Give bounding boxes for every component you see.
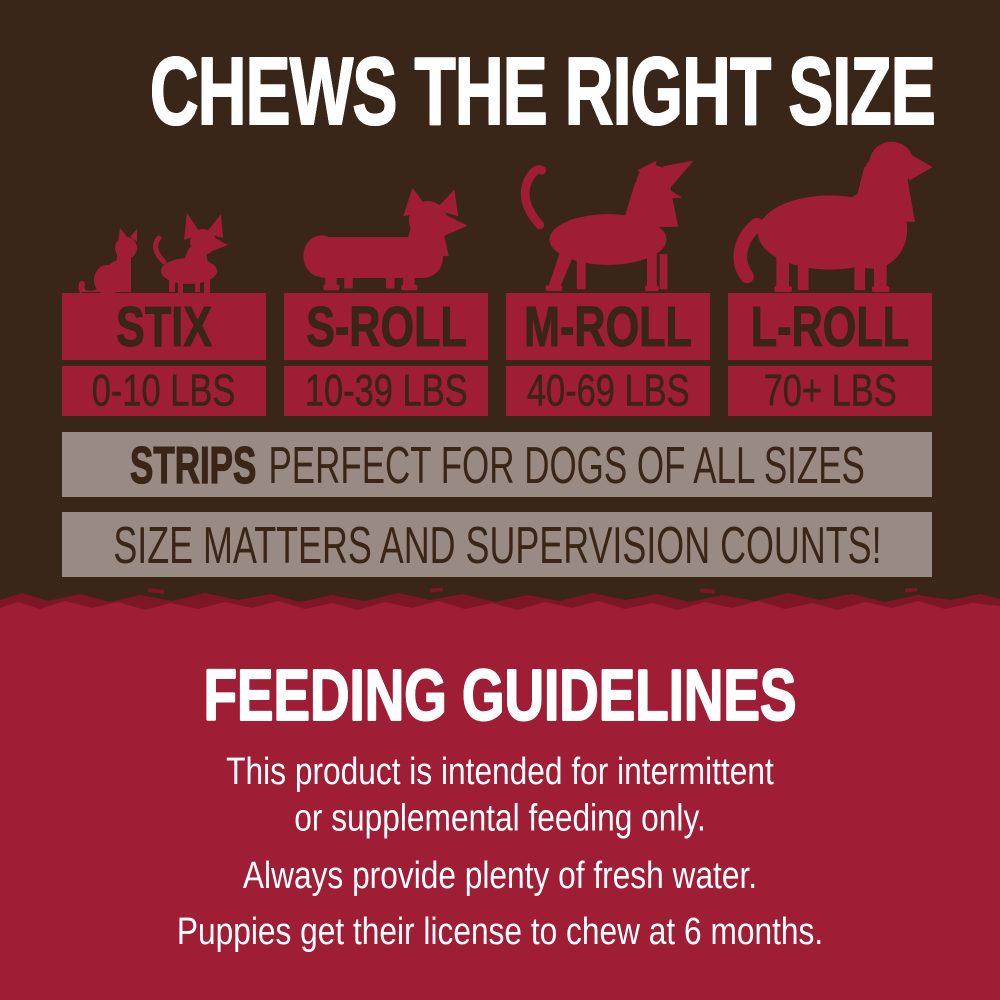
weight-range-box: 70+ LBS — [728, 366, 932, 416]
product-name-box: S-ROLL — [284, 293, 488, 360]
weight-range-label: 40-69 LBS — [526, 365, 690, 416]
weight-range-label: 0-10 LBS — [92, 365, 236, 416]
size-column-l-roll: L-ROLL 70+ LBS — [728, 0, 933, 620]
supervision-note-label: SIZE MATTERS AND SUPERVISION COUNTS! — [112, 515, 882, 574]
feeding-note-intermittent: This product is intended for intermitten… — [60, 748, 940, 841]
product-name-box: L-ROLL — [728, 293, 932, 360]
size-column-stix: STIX 0-10 LBS — [62, 0, 266, 620]
product-name-box: STIX — [62, 293, 266, 360]
product-name-label: L-ROLL — [750, 294, 910, 358]
strips-product-label: STRIPS — [129, 435, 256, 494]
corgi-icon — [303, 187, 468, 291]
large-dog-icon — [733, 141, 933, 293]
feeding-note-line: This product is intended for intermitten… — [226, 749, 774, 793]
supervision-note-bar: SIZE MATTERS AND SUPERVISION COUNTS! — [62, 512, 932, 577]
size-column-m-roll: M-ROLL 40-69 LBS — [506, 0, 710, 620]
cat-and-chihuahua-icon — [78, 213, 228, 295]
strips-bar-text: STRIPS PERFECT FOR DOGS OF ALL SIZES — [129, 438, 864, 491]
weight-range-box: 10-39 LBS — [284, 366, 488, 416]
size-column-s-roll: S-ROLL 10-39 LBS — [284, 0, 488, 620]
feeding-guidelines-title: FEEDING GUIDELINES — [203, 656, 797, 736]
feeding-note-water: Always provide plenty of fresh water. — [242, 853, 758, 897]
page-title: CHEWS THE RIGHT SIZE — [149, 38, 936, 145]
feeding-guidelines-section — [0, 622, 1000, 1000]
weight-range-box: 40-69 LBS — [506, 366, 710, 416]
weight-range-label: 10-39 LBS — [304, 365, 468, 416]
weight-range-label: 70+ LBS — [763, 365, 897, 416]
strips-bar: STRIPS PERFECT FOR DOGS OF ALL SIZES — [62, 432, 932, 497]
torn-paper-edge — [0, 588, 1000, 624]
product-name-label: S-ROLL — [305, 294, 467, 358]
product-name-label: STIX — [115, 294, 213, 358]
feeding-note-puppies: Puppies get their license to chew at 6 m… — [176, 909, 824, 953]
product-name-box: M-ROLL — [506, 293, 710, 360]
size-chart: STIX 0-10 LBS — [62, 0, 933, 620]
strips-description-label: PERFECT FOR DOGS OF ALL SIZES — [268, 435, 865, 494]
product-name-label: M-ROLL — [524, 294, 693, 358]
feeding-note-line: or supplemental feeding only. — [294, 795, 706, 840]
weight-range-box: 0-10 LBS — [62, 366, 266, 416]
medium-dog-icon — [520, 160, 694, 292]
